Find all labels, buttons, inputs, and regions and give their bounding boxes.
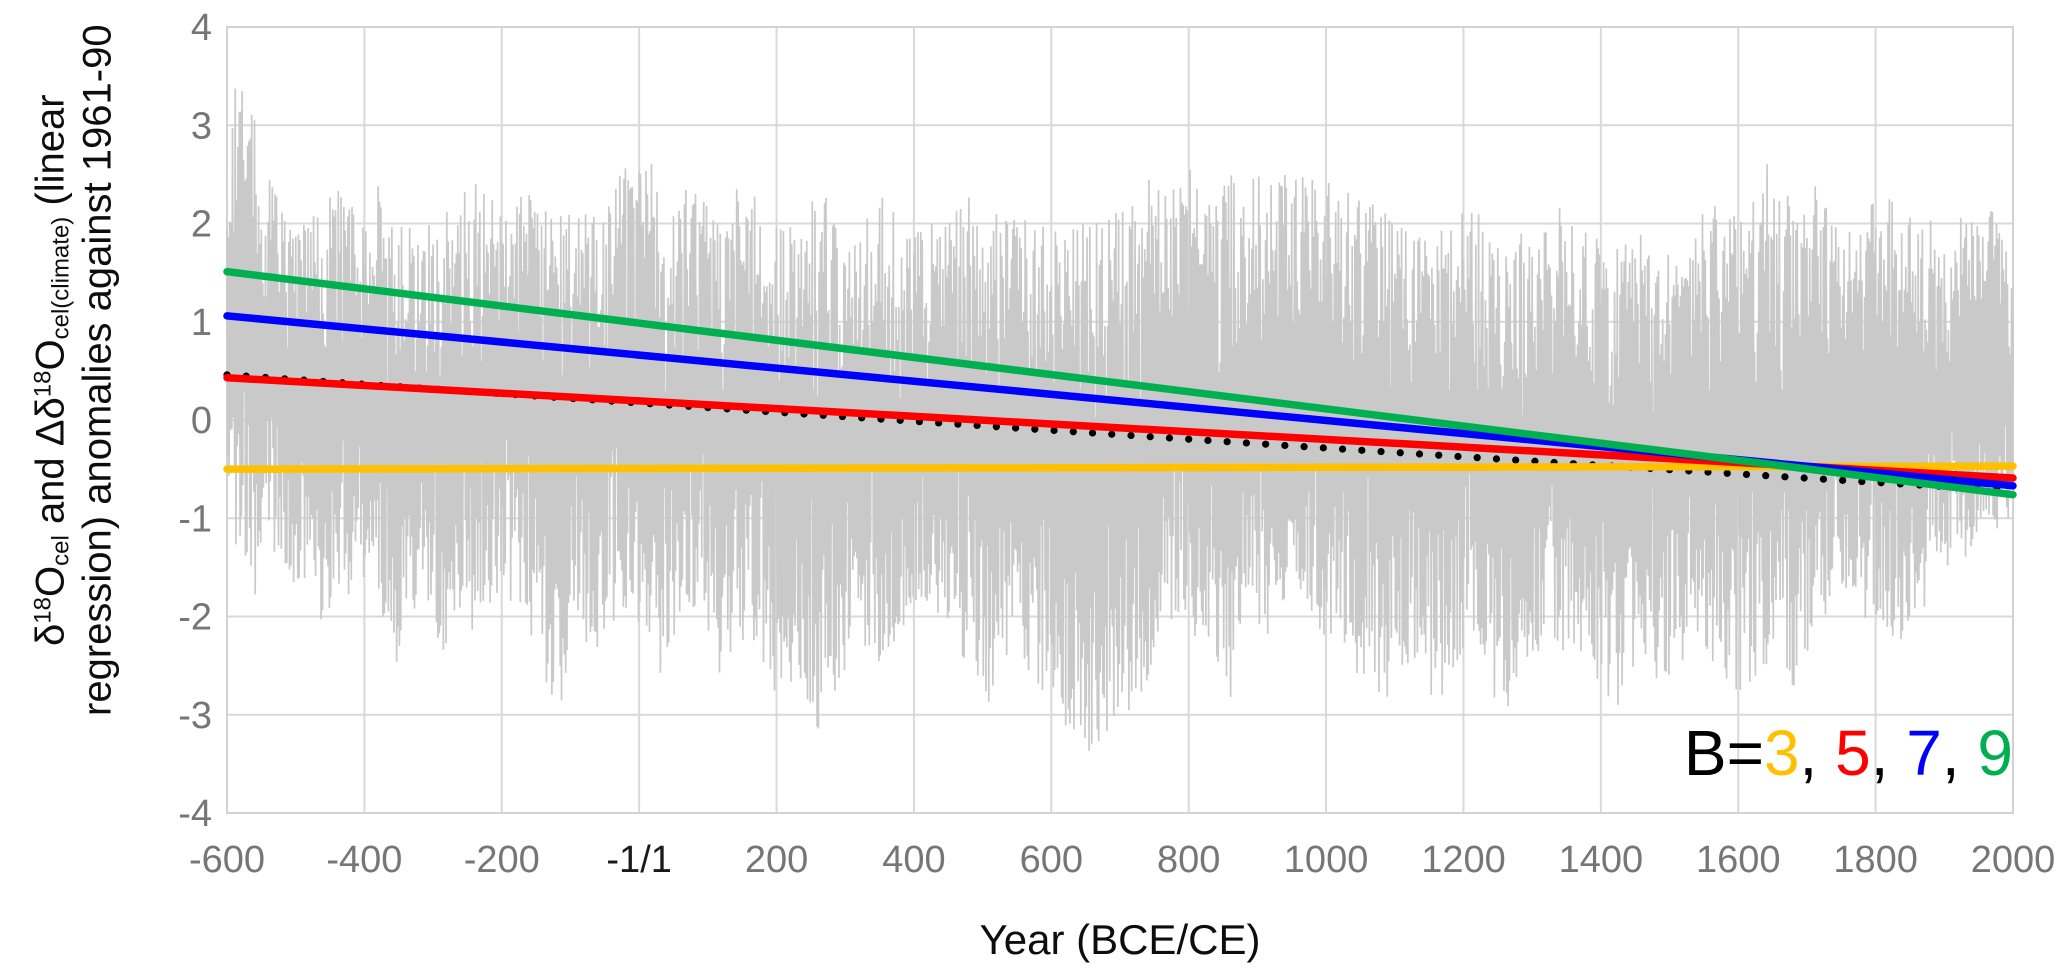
x-tick-label: 1400 [1559, 839, 1644, 881]
series-dot-delta-d18O-climate-dotted [1531, 457, 1539, 465]
series-dot-delta-d18O-climate-dotted [1762, 472, 1770, 480]
series-dot-delta-d18O-climate-dotted [1415, 450, 1424, 458]
series-dot-delta-d18O-climate-dotted [1069, 428, 1077, 436]
series-dot-delta-d18O-climate-dotted [1050, 426, 1058, 435]
legend-segment: 7 [1906, 717, 1942, 789]
series-dot-delta-d18O-climate-dotted [1146, 433, 1154, 441]
y-tick-label: -4 [178, 793, 212, 835]
series-dot-delta-d18O-climate-dotted [1435, 451, 1443, 459]
series-dot-delta-d18O-climate-dotted [1223, 438, 1231, 446]
series-B=3 [223, 462, 2017, 473]
series-dot-delta-d18O-climate-dotted [1165, 434, 1174, 442]
series-dot-delta-d18O-climate-dotted [1742, 470, 1751, 479]
x-tick-label: 1600 [1696, 839, 1781, 881]
series-dot-delta-d18O-climate-dotted [1127, 431, 1135, 440]
legend-segment: , [1799, 717, 1836, 789]
x-tick-label: 800 [1157, 839, 1220, 881]
x-tick-label: -200 [464, 839, 540, 881]
series-dot-delta-d18O-climate-dotted [992, 423, 1000, 431]
y-tick-label: 0 [191, 400, 212, 442]
series-dot-delta-d18O-climate-dotted [1011, 424, 1020, 432]
y-tick-label: -2 [178, 597, 212, 639]
x-tick-label: -1/1 [606, 839, 671, 881]
x-tick-label: -400 [326, 839, 402, 881]
x-tick-label: 1000 [1284, 839, 1369, 881]
legend-segment: 9 [1977, 717, 2013, 789]
y-tick-label: -1 [178, 498, 212, 540]
series-dot-delta-d18O-climate-dotted [1839, 476, 1847, 484]
series-dot-delta-d18O-climate-dotted [1473, 454, 1481, 462]
series-dot-delta-d18O-climate-dotted [1204, 436, 1212, 445]
x-tick-label: -600 [189, 839, 265, 881]
x-tick-label: 2000 [1971, 839, 2056, 881]
x-tick-label: 1200 [1421, 839, 1506, 881]
series-dot-delta-d18O-climate-dotted [1512, 456, 1520, 464]
series-dot-delta-d18O-climate-dotted [1319, 444, 1327, 452]
series-dot-delta-d18O-climate-dotted [1358, 446, 1366, 454]
x-tick-label: 200 [745, 839, 808, 881]
series-dot-delta-d18O-climate-dotted [1781, 473, 1789, 481]
series-B=9 [223, 267, 2017, 499]
series-dot-delta-d18O-climate-dotted [1338, 445, 1347, 453]
x-tick-label: 600 [1020, 839, 1083, 881]
series-dot-delta-d18O-climate-dotted [1300, 443, 1308, 451]
series-dot-delta-d18O-climate-dotted [1031, 425, 1039, 433]
series-dot-delta-d18O-climate-dotted [1088, 429, 1097, 437]
series-dot-delta-d18O-climate-dotted [1723, 469, 1731, 477]
legend-segment: B= [1683, 717, 1764, 789]
series-dot-delta-d18O-climate-dotted [1108, 430, 1116, 438]
y-tick-label: 2 [191, 204, 212, 246]
y-tick-label: -3 [178, 695, 212, 737]
series-dot-delta-d18O-climate-dotted [1242, 439, 1250, 447]
series-dot-delta-d18O-climate-dotted [1396, 449, 1404, 457]
legend-segment: 5 [1835, 717, 1871, 789]
series-dot-delta-d18O-climate-dotted [1377, 447, 1385, 456]
x-axis-title: Year (BCE/CE) [979, 916, 1261, 963]
legend-segment: , [1870, 717, 1907, 789]
series-dot-delta-d18O-climate-dotted [1281, 441, 1289, 450]
legend-segment: 3 [1763, 717, 1800, 789]
y-tick-label: 4 [191, 7, 212, 49]
series-annual-d18O-anomalies [226, 88, 2014, 751]
series-dot-delta-d18O-climate-dotted [1262, 440, 1270, 448]
y-tick-label: 3 [191, 105, 212, 147]
series-dot-delta-d18O-climate-dotted [1819, 475, 1828, 483]
series-dot-delta-d18O-climate-dotted [1800, 474, 1808, 482]
x-tick-label: 1800 [1833, 839, 1918, 881]
x-tick-label: 400 [882, 839, 945, 881]
legend-segment: , [1941, 717, 1978, 789]
series-dot-delta-d18O-climate-dotted [1454, 452, 1462, 461]
legend: B=3, 5, 7, 9 [1684, 716, 2013, 790]
series-dot-delta-d18O-climate-dotted [1492, 455, 1501, 463]
y-tick-label: 1 [191, 302, 212, 344]
series-dot-delta-d18O-climate-dotted [1185, 435, 1193, 443]
